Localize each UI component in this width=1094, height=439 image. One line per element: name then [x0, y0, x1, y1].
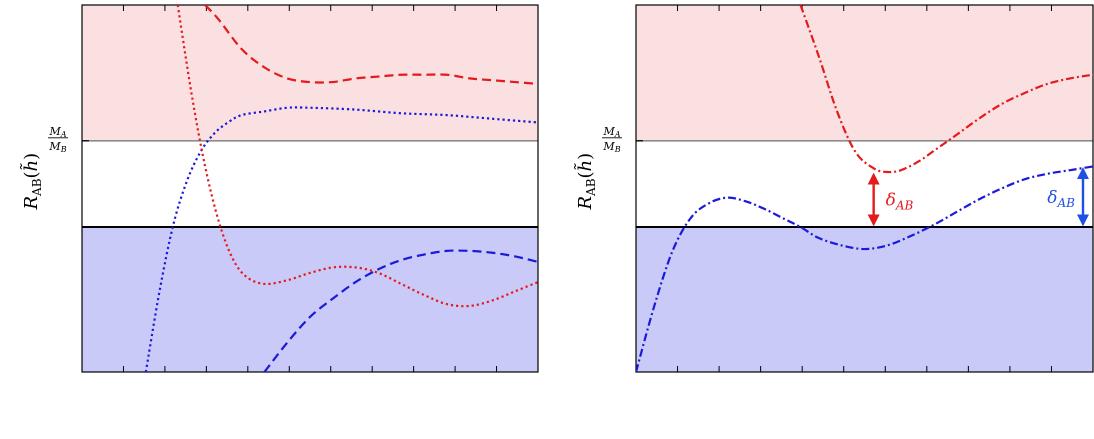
region-band-b	[82, 5, 538, 141]
mass-ratio-denominator: MB	[602, 140, 620, 154]
y-axis-symbol: R	[21, 196, 42, 211]
plot-frame	[635, 4, 1094, 373]
delta-subscript: AB	[1057, 196, 1076, 210]
y-axis-subscript: AB	[30, 178, 44, 197]
region-band-b	[636, 5, 1093, 141]
mass-subscript: B	[614, 145, 621, 154]
mass-subscript: A	[614, 130, 621, 139]
y-axis-paren: )	[575, 153, 596, 160]
series-line-2-1	[799, 5, 1093, 174]
series-line-2-2	[636, 165, 1093, 372]
plot-area	[144, 5, 538, 372]
mass-symbol: M	[602, 125, 615, 138]
delta-symbol: δ	[886, 191, 896, 211]
y-axis-paren: (	[21, 171, 42, 178]
y-axis-label: RAB(h̃)	[573, 153, 598, 211]
delta-subscript: AB	[895, 199, 914, 213]
y-axis-symbol: R	[575, 196, 596, 211]
delta-label: δAB	[1047, 188, 1075, 210]
mass-ratio-numerator: MA	[602, 125, 620, 139]
region-band-a	[636, 227, 1093, 372]
mass-symbol: M	[48, 140, 61, 153]
y-axis-paren: (	[575, 171, 596, 178]
mass-ratio-numerator: MA	[48, 125, 66, 139]
y-axis-argument: h̃	[19, 160, 42, 172]
series-line-1-2	[204, 5, 538, 86]
y-axis-paren: )	[21, 153, 42, 160]
mass-ratio-denominator: MB	[48, 140, 66, 154]
series-line-1-1	[263, 249, 538, 372]
delta-label: δAB	[886, 191, 914, 213]
plot-area	[636, 5, 1093, 372]
series-line-1-3	[144, 106, 538, 372]
mass-symbol: M	[602, 140, 615, 153]
mass-symbol: M	[48, 125, 61, 138]
y-axis-subscript: AB	[584, 178, 598, 197]
delta-symbol: δ	[1047, 188, 1057, 208]
mass-subscript: A	[60, 130, 67, 139]
mass-subscript: B	[60, 145, 67, 154]
plot-frame	[81, 4, 539, 373]
y-axis-argument: h̃	[573, 160, 596, 172]
y-axis-label: RAB(h̃)	[19, 153, 44, 211]
